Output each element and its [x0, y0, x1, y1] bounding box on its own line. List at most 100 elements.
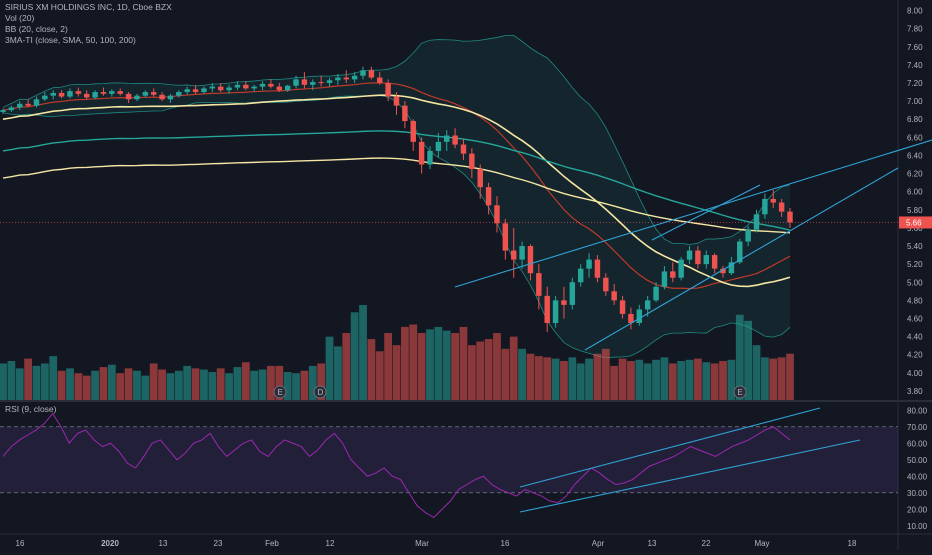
price-tick-label: 7.40 [907, 61, 923, 70]
time-tick-label: 22 [702, 539, 711, 548]
candle-body [544, 295, 550, 324]
candle-body [84, 93, 90, 98]
volume-bar [267, 365, 275, 400]
volume-bar [417, 333, 426, 400]
volume-bar [451, 333, 459, 400]
time-tick-label: 23 [214, 539, 223, 548]
candle-body [686, 250, 693, 260]
candle-body [67, 91, 73, 97]
volume-bar [560, 361, 568, 400]
candle-body [552, 300, 559, 324]
time-tick-label: 2020 [101, 539, 119, 548]
candle-body [427, 150, 433, 165]
volume-bar [752, 345, 761, 400]
volume-bar [292, 373, 300, 400]
volume-bar [685, 359, 694, 400]
candle-body [109, 91, 115, 94]
candle-body [762, 198, 768, 215]
earnings-marker [733, 385, 747, 399]
volume-bar [627, 361, 635, 400]
legend-symbol-title: SIRIUS XM HOLDINGS INC, 1D, Cboe BZX [5, 2, 172, 12]
candle-body [569, 282, 576, 305]
volume-bar [786, 353, 794, 400]
candle-body [444, 135, 450, 142]
volume-bar [576, 363, 585, 400]
price-tick-label: 6.60 [907, 133, 923, 142]
volume-bar [777, 357, 786, 400]
trendline [454, 139, 932, 288]
price-tick-label: 4.20 [907, 351, 923, 360]
volume-bar [643, 363, 652, 400]
volume-bar [769, 358, 778, 400]
candle-body [17, 103, 23, 108]
bollinger-fill [3, 35, 790, 358]
volume-bar [442, 330, 451, 400]
candle-body [117, 91, 123, 94]
volume-bar [191, 368, 200, 400]
volume-bar [82, 375, 91, 400]
volume-bar [300, 370, 309, 400]
time-tick-label: Apr [592, 539, 605, 548]
time-tick-label: 18 [848, 539, 857, 548]
candle-body [75, 91, 82, 94]
volume-bar [107, 364, 116, 400]
rsi-tick-label: 80.00 [907, 406, 928, 415]
price-tick-label: 7.60 [907, 43, 923, 52]
price-tick-label: 6.80 [907, 115, 923, 124]
volume-bar [426, 329, 434, 400]
volume-bar [493, 333, 501, 400]
volume-bar [225, 373, 233, 400]
candle-body [276, 86, 283, 91]
candle-body [293, 79, 299, 86]
candle-body [728, 262, 735, 274]
volume-bar [384, 333, 393, 400]
candle-body [402, 105, 408, 122]
ma-200-line [2, 157, 791, 234]
rsi-tick-label: 60.00 [907, 439, 928, 448]
chart-legend: SIRIUS XM HOLDINGS INC, 1D, Cboe BZX Vol… [5, 2, 172, 46]
candle-body [42, 95, 48, 100]
volume-bar [317, 363, 326, 400]
volume-bar [350, 312, 359, 400]
volume-bar [702, 362, 711, 400]
volume-bar [91, 370, 99, 400]
volume-bar [116, 373, 125, 400]
candle-body [619, 300, 626, 314]
volume-bar [635, 359, 644, 400]
candle-body [184, 89, 190, 93]
volume-bar [216, 368, 225, 400]
candle-body [310, 82, 316, 85]
candle-body [653, 286, 659, 301]
volume-bar [760, 357, 769, 400]
price-tick-label: 5.00 [907, 278, 923, 287]
candle-body [25, 103, 31, 106]
volume-bar [409, 324, 418, 400]
volume-bar [308, 365, 317, 400]
volume-bar [166, 373, 175, 400]
volume-bar [484, 339, 493, 400]
time-tick-label: May [754, 539, 769, 548]
candle-body [661, 271, 668, 287]
volume-bar [367, 339, 376, 400]
volume-bar [275, 365, 284, 400]
time-tick-label: 16 [501, 539, 510, 548]
candle-body [385, 82, 391, 97]
candle-body [192, 89, 199, 93]
bollinger-upper [2, 35, 791, 245]
volume-bar [74, 373, 83, 400]
candle-body [201, 88, 207, 93]
candle-body [100, 92, 107, 94]
candle-body [527, 246, 534, 274]
volume-bar [99, 367, 108, 400]
rsi-tick-label: 20.00 [907, 505, 928, 514]
legend-moving-averages: 3MA-TI (close, SMA, 50, 100, 200) [5, 35, 136, 45]
volume-bar [183, 365, 192, 400]
candle-body [452, 135, 458, 145]
candle-body [351, 75, 358, 80]
volume-bar [400, 326, 409, 400]
volume-bar [526, 353, 535, 400]
candle-body [510, 250, 517, 260]
candle-body [335, 77, 341, 81]
